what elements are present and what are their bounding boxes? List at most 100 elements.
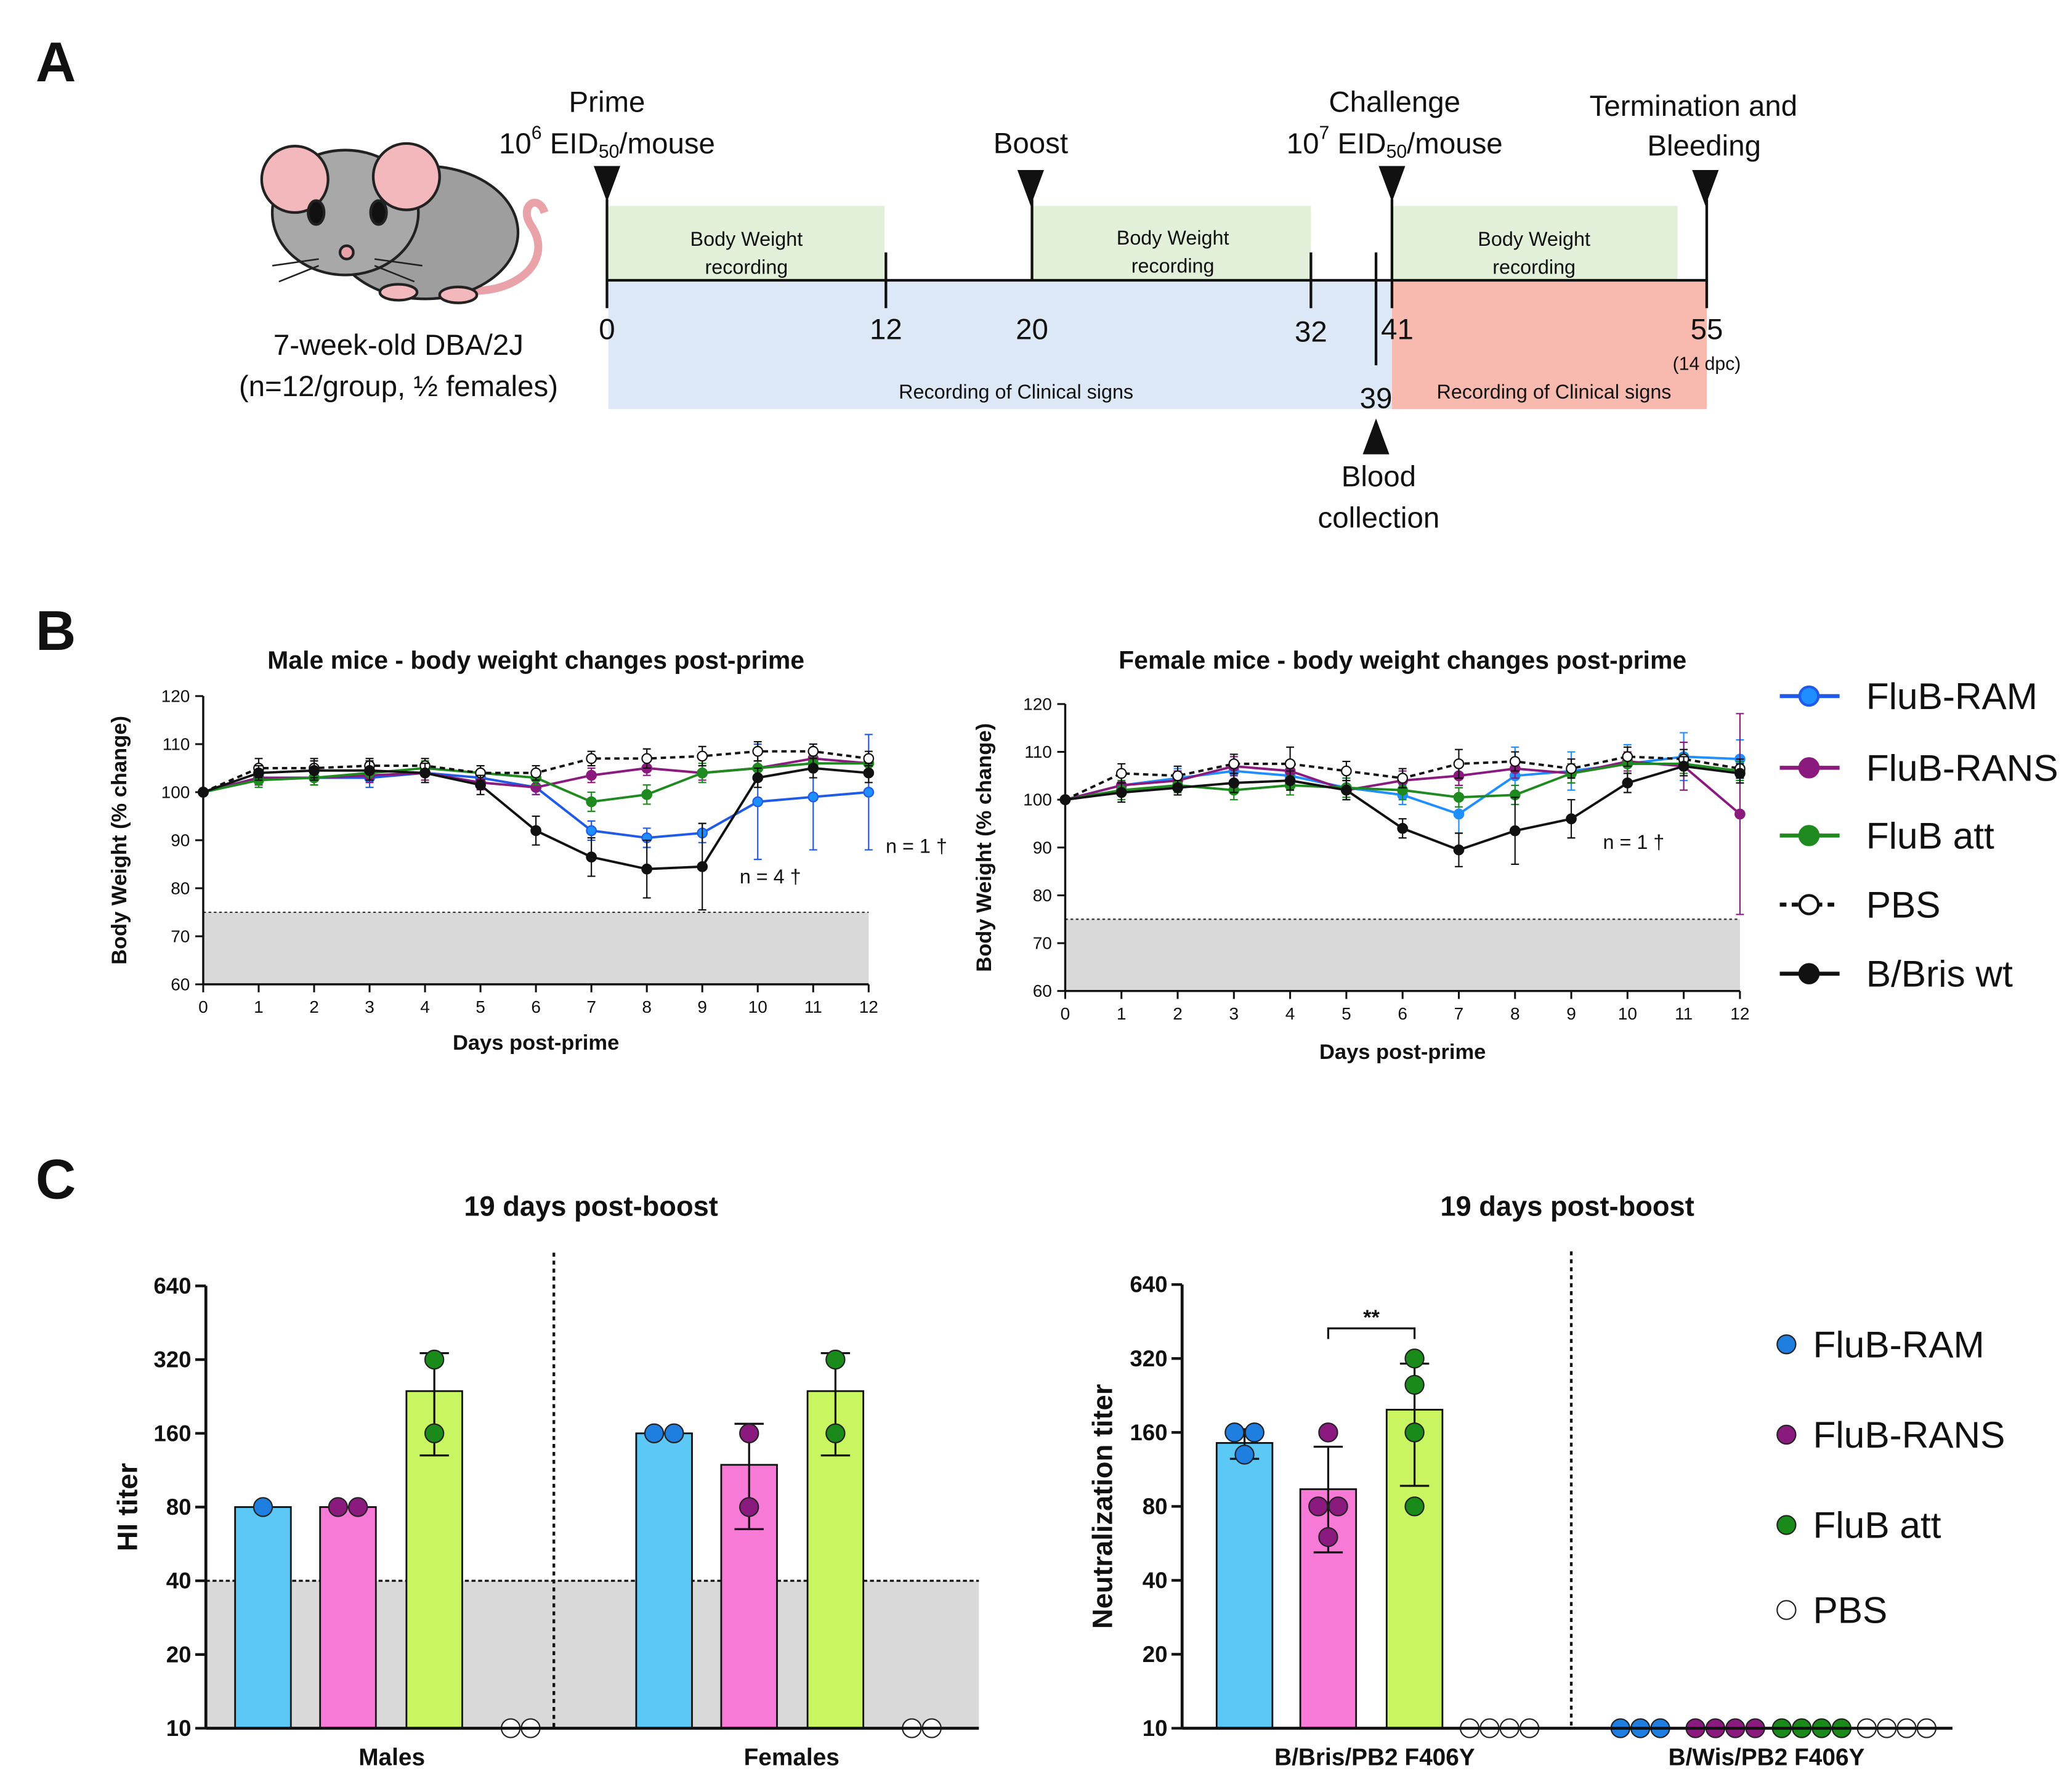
data-point [586, 851, 597, 863]
data-point [1341, 765, 1352, 777]
data-point [644, 1423, 665, 1443]
recording-text: Body Weight [690, 228, 803, 250]
clinical-text: Recording of Clinical signs [1437, 381, 1672, 403]
y-axis-label: Body Weight (% change) [973, 723, 996, 972]
dose-part: /mouse [1407, 127, 1503, 160]
data-point [1115, 787, 1127, 798]
legend-marker [1798, 894, 1820, 915]
data-point [475, 779, 486, 791]
day-label: 32 [1295, 316, 1327, 349]
dose-sup: 7 [1319, 123, 1330, 143]
data-point [198, 787, 209, 798]
x-tick-label: 8 [642, 997, 652, 1016]
y-axis-label: Neutralization titer [1087, 1384, 1118, 1629]
data-point [1284, 758, 1296, 769]
data-point [1678, 760, 1690, 772]
x-tick-label: 3 [1229, 1004, 1239, 1023]
x-tick-label: 8 [1510, 1004, 1520, 1023]
significance-label: ** [1363, 1306, 1380, 1329]
data-point [253, 1497, 273, 1517]
dose-sub: 50 [1386, 141, 1407, 161]
panel-label: C [36, 1148, 76, 1210]
recording-text: recording [705, 256, 788, 278]
data-point [1453, 844, 1465, 856]
x-tick-label: 1 [254, 997, 264, 1016]
x-tick-label: Males [358, 1744, 425, 1770]
x-tick-label: Females [744, 1744, 840, 1770]
mouse-caption: 7-week-old DBA/2J [273, 329, 524, 362]
legend-marker [1798, 825, 1820, 846]
dose-part: EID [542, 127, 599, 160]
y-tick-label: 80 [171, 878, 190, 898]
data-point [364, 765, 375, 776]
legend-marker [1776, 1600, 1797, 1620]
data-point [1397, 822, 1409, 834]
bar [635, 1432, 693, 1729]
x-tick-label: 0 [1061, 1004, 1070, 1023]
annotation: n = 1 † [886, 835, 947, 857]
x-tick-label: 6 [531, 997, 541, 1016]
x-tick-label: 7 [1454, 1004, 1464, 1023]
data-point [807, 763, 819, 774]
data-point [1284, 775, 1296, 786]
day-note: (14 dpc) [1673, 354, 1741, 374]
dose-part: 10 [1287, 127, 1319, 160]
legend-label: FluB att [1866, 814, 1994, 856]
data-point [863, 787, 875, 798]
x-tick-label: 4 [1285, 1004, 1295, 1023]
y-tick-label: 320 [1130, 1346, 1167, 1371]
data-point [1228, 758, 1240, 769]
data-point [1318, 1527, 1338, 1547]
data-point [807, 745, 819, 757]
data-point [1509, 825, 1521, 837]
legend-marker [1776, 1424, 1797, 1445]
day-label: 12 [870, 313, 902, 346]
data-point [697, 750, 708, 762]
data-point [1453, 792, 1465, 803]
x-tick-label: 1 [1117, 1004, 1127, 1023]
data-point [641, 863, 653, 875]
bar [1299, 1488, 1358, 1729]
bar [1215, 1441, 1274, 1729]
data-point [1228, 777, 1240, 789]
day-label: 55 [1691, 313, 1723, 346]
mouse-illustration [260, 142, 549, 304]
data-point [1453, 758, 1465, 769]
y-tick-label: 60 [171, 975, 190, 994]
timeline-axis [605, 199, 1709, 366]
legend-label: PBS [1866, 884, 1941, 926]
data-point [1318, 1422, 1338, 1443]
data-point [1341, 784, 1352, 796]
x-tick-label: 0 [198, 997, 208, 1016]
data-point [1328, 1496, 1348, 1517]
recording-box [608, 206, 885, 281]
legend-label: FluB-RANS [1866, 747, 2058, 789]
panel-label: A [36, 31, 76, 94]
chart-title: Female mice - body weight changes post-p… [1119, 646, 1686, 675]
legend-marker [1776, 1334, 1797, 1355]
data-point [1509, 756, 1521, 767]
legend-label: PBS [1813, 1589, 1888, 1631]
legend-label: FluB-RANS [1813, 1414, 2005, 1456]
y-tick-label: 110 [163, 734, 190, 753]
data-point [253, 767, 264, 779]
event-label: Boost [994, 127, 1068, 160]
recording-box [1393, 206, 1678, 281]
data-point [419, 767, 431, 779]
x-axis-label: Days post-prime [1319, 1040, 1486, 1064]
day-label: 0 [599, 313, 615, 346]
y-tick-label: 100 [1023, 790, 1052, 809]
data-point [424, 1349, 445, 1370]
chart-title: Male mice - body weight changes post-pri… [267, 646, 804, 675]
dose-sup: 6 [532, 123, 542, 143]
x-tick-label: 6 [1398, 1004, 1407, 1023]
y-tick-label: 120 [161, 686, 190, 705]
data-point [825, 1349, 846, 1370]
data-point [1404, 1348, 1425, 1369]
data-point [586, 825, 597, 837]
data-point [739, 1423, 759, 1443]
data-point [1566, 763, 1577, 774]
x-tick-label: 11 [804, 997, 822, 1016]
data-point [424, 1423, 445, 1443]
x-tick-label: 9 [1566, 1004, 1576, 1023]
